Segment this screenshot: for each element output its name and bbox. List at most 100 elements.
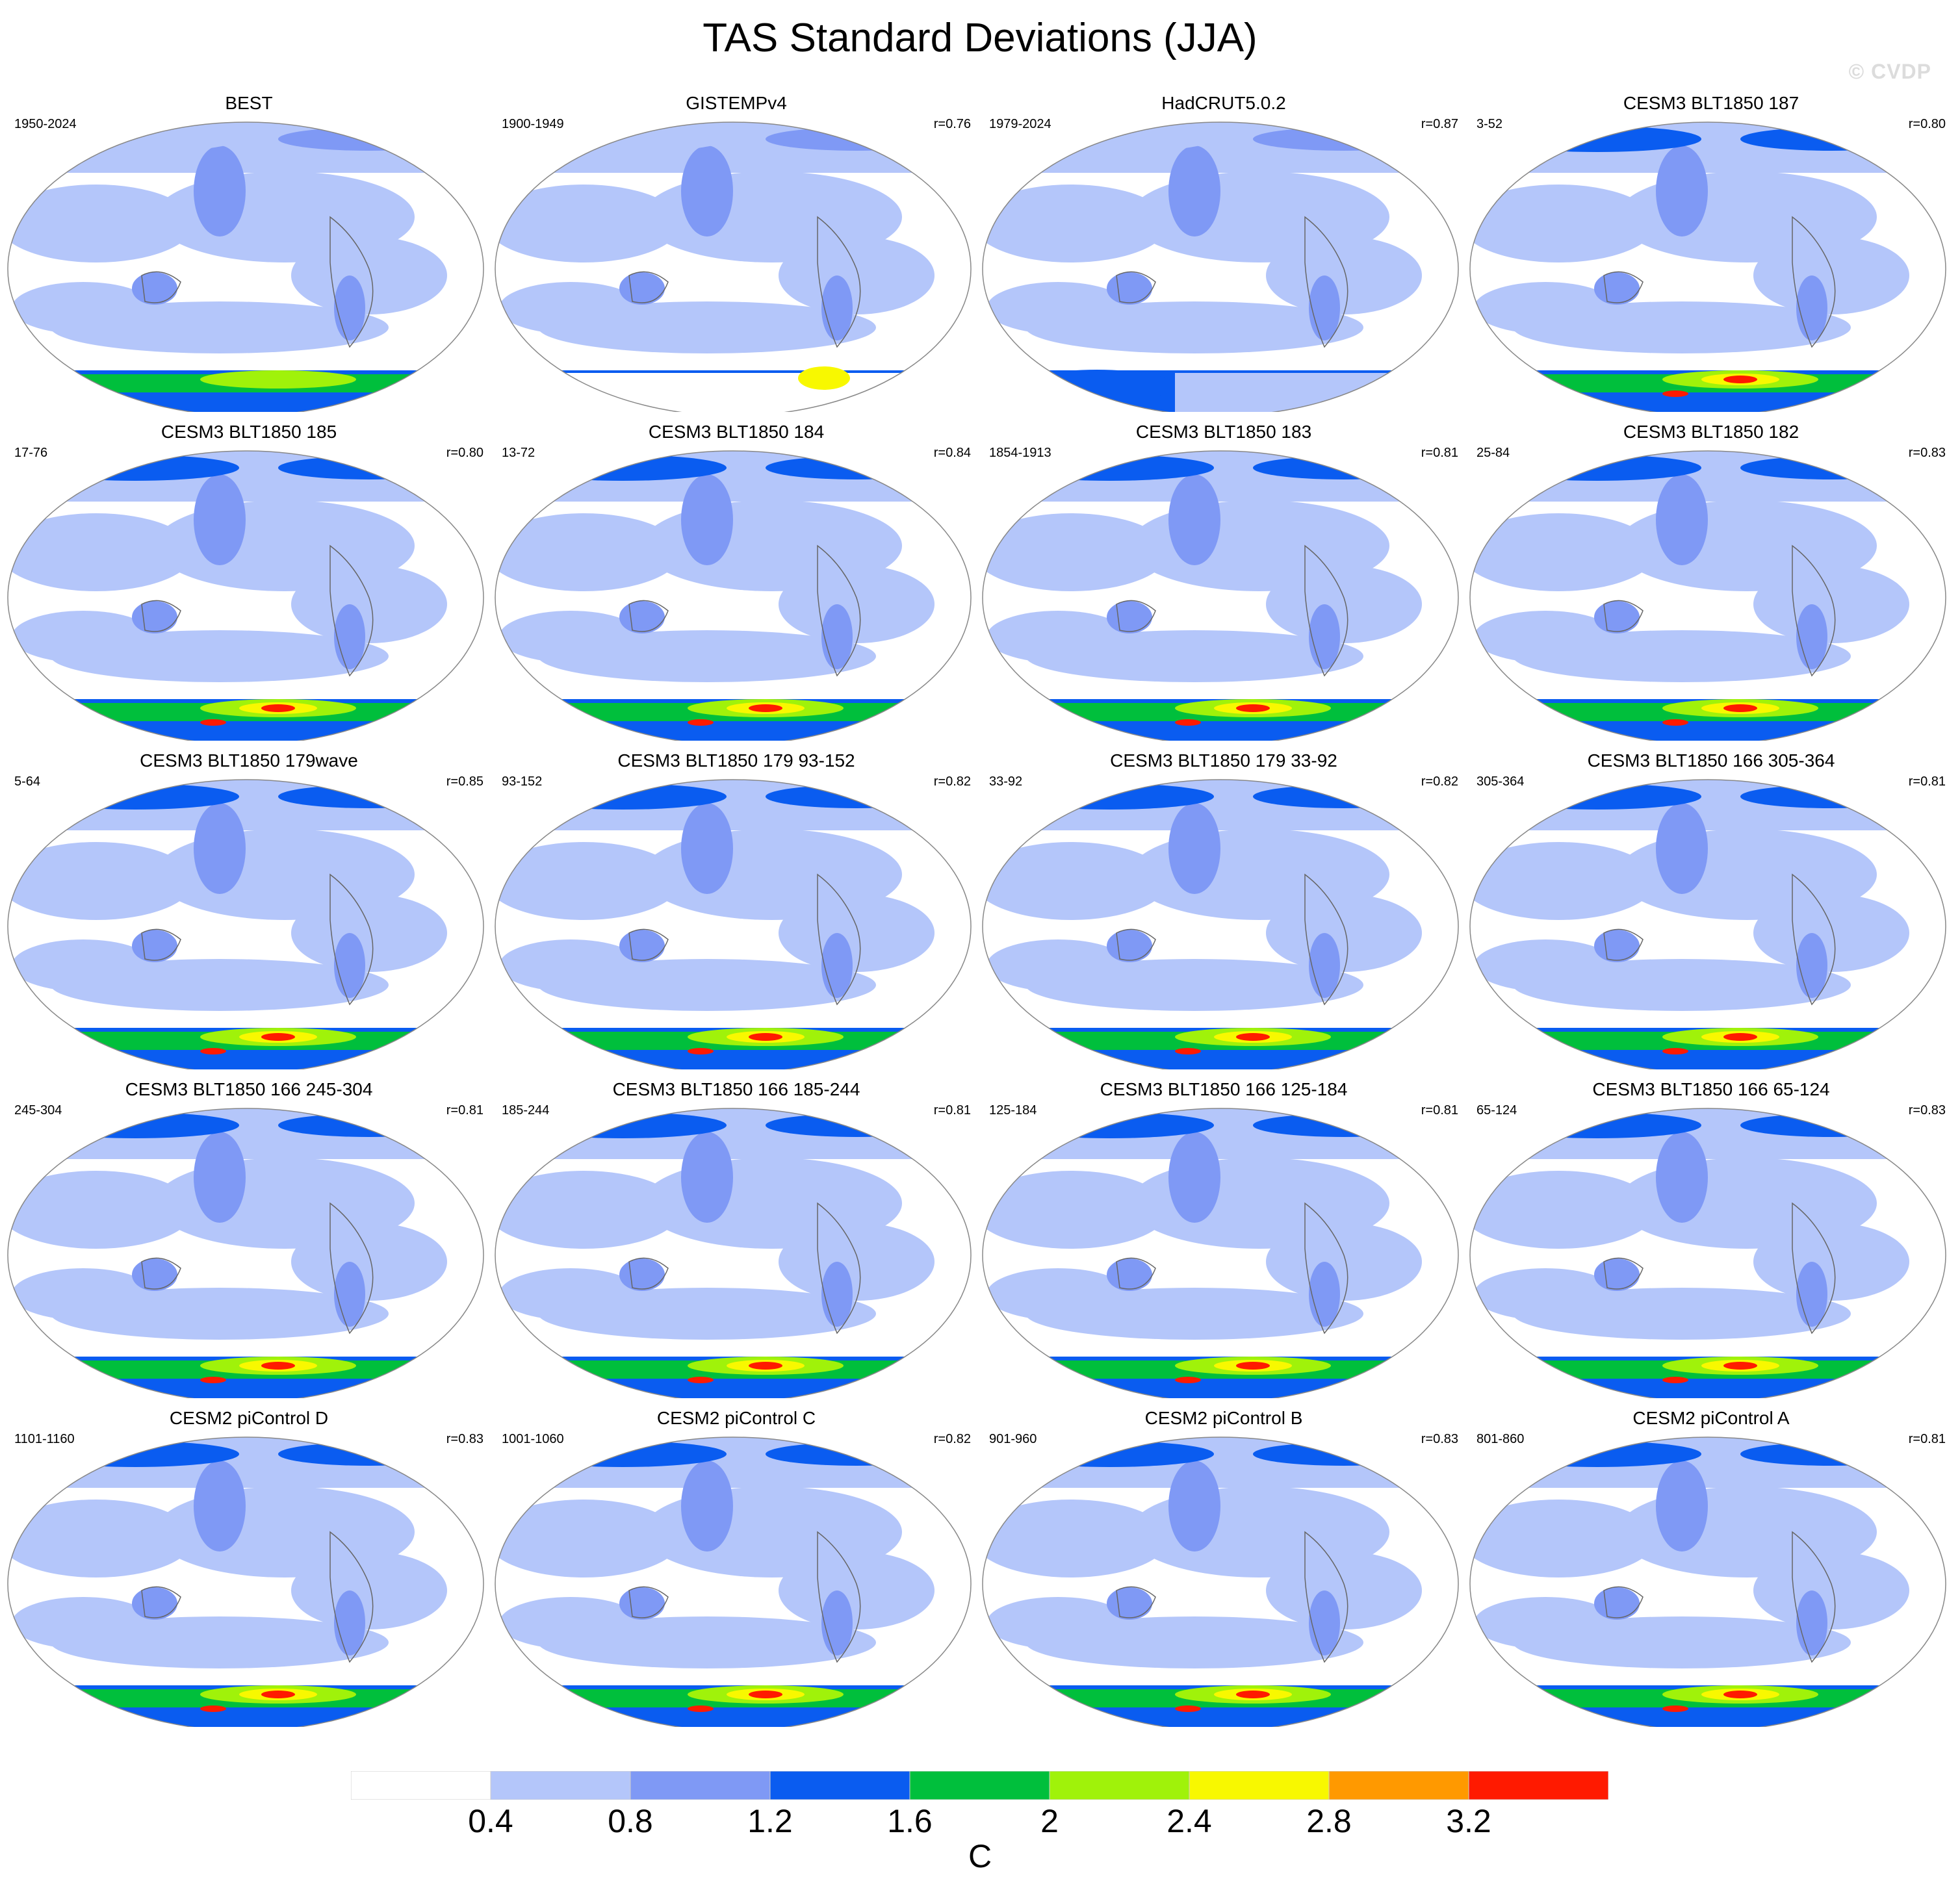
panel-years: 65-124 xyxy=(1476,1103,1517,1117)
world-map xyxy=(1469,450,1946,741)
panel-years: 93-152 xyxy=(502,774,543,789)
panel-years: 1001-1060 xyxy=(502,1432,564,1446)
panel-years: 1950-2024 xyxy=(14,117,77,131)
world-map xyxy=(7,1437,484,1727)
panel-correlation: r=0.81 xyxy=(1908,774,1946,789)
panel-correlation: r=0.76 xyxy=(933,117,971,131)
panel-correlation: r=0.81 xyxy=(1908,1432,1946,1446)
figure-title: TAS Standard Deviations (JJA) xyxy=(703,16,1257,60)
world-map xyxy=(982,121,1459,412)
panel-title: BEST xyxy=(225,93,273,113)
panel-years: 1900-1949 xyxy=(502,117,564,131)
world-map xyxy=(1469,121,1946,412)
world-map xyxy=(982,779,1459,1069)
map-panel: CESM3 BLT1850 166 125-184 125-184 r=0.81 xyxy=(980,986,1467,1398)
panel-correlation: r=0.85 xyxy=(446,774,484,789)
panel-title: HadCRUT5.0.2 xyxy=(1161,93,1286,113)
colorbar-tick-label: 0.8 xyxy=(608,1803,653,1839)
colorbar-swatch xyxy=(630,1771,771,1800)
map-panel: CESM3 BLT1850 166 65-124 65-124 r=0.83 xyxy=(1467,986,1955,1398)
panel-years: 125-184 xyxy=(989,1103,1037,1117)
world-map xyxy=(495,779,972,1069)
panel-years: 13-72 xyxy=(502,446,535,460)
panel-correlation: r=0.81 xyxy=(1421,1103,1458,1117)
panel-years: 3-52 xyxy=(1476,117,1503,131)
panel-correlation: r=0.83 xyxy=(1908,446,1946,460)
world-map xyxy=(495,450,972,741)
world-map xyxy=(495,1437,972,1727)
colorbar-swatch xyxy=(490,1771,631,1800)
panel-years: 901-960 xyxy=(989,1432,1037,1446)
map-panel: GISTEMPv4 1900-1949 r=0.76 xyxy=(493,0,980,412)
colorbar-tick-label: 0.4 xyxy=(468,1803,513,1839)
map-panel: CESM2 piControl D 1101-1160 r=0.83 xyxy=(5,1315,493,1727)
panel-title: CESM2 piControl A xyxy=(1632,1408,1790,1428)
map-panel: CESM3 BLT1850 182 25-84 r=0.83 xyxy=(1467,329,1955,741)
map-panel: CESM2 piControl A 801-860 r=0.81 xyxy=(1467,1315,1955,1727)
panel-years: 185-244 xyxy=(502,1103,550,1117)
world-map xyxy=(1469,779,1946,1069)
panel-title: CESM3 BLT1850 166 245-304 xyxy=(125,1079,373,1099)
panel-years: 1854-1913 xyxy=(989,446,1051,460)
panel-correlation: r=0.80 xyxy=(446,446,484,460)
panel-years: 17-76 xyxy=(14,446,48,460)
panel-correlation: r=0.81 xyxy=(933,1103,971,1117)
world-map xyxy=(7,779,484,1069)
world-map xyxy=(7,121,484,412)
panel-years: 245-304 xyxy=(14,1103,62,1117)
panel-title: CESM3 BLT1850 166 65-124 xyxy=(1592,1079,1830,1099)
panel-correlation: r=0.83 xyxy=(446,1432,484,1446)
map-panel: CESM3 BLT1850 166 305-364 305-364 r=0.81 xyxy=(1467,658,1955,1069)
world-map xyxy=(1469,1108,1946,1398)
panel-correlation: r=0.82 xyxy=(933,774,971,789)
world-map xyxy=(982,1437,1459,1727)
panel-correlation: r=0.87 xyxy=(1421,117,1458,131)
map-panel: CESM3 BLT1850 166 185-244 185-244 r=0.81 xyxy=(493,986,980,1398)
panel-years: 305-364 xyxy=(1476,774,1525,789)
colorbar-swatch xyxy=(1328,1771,1469,1800)
map-panel: BEST 1950-2024 xyxy=(5,0,493,412)
panel-correlation: r=0.84 xyxy=(933,446,971,460)
map-panel: CESM3 BLT1850 185 17-76 r=0.80 xyxy=(5,329,493,741)
panel-correlation: r=0.80 xyxy=(1908,117,1946,131)
map-panel: CESM3 BLT1850 187 3-52 r=0.80 xyxy=(1467,0,1955,412)
world-map xyxy=(495,1108,972,1398)
panel-years: 801-860 xyxy=(1476,1432,1525,1446)
colorbar-swatch xyxy=(769,1771,910,1800)
panel-title: CESM3 BLT1850 179wave xyxy=(140,750,358,771)
panel-title: CESM3 BLT1850 184 xyxy=(648,422,825,442)
map-panel: CESM3 BLT1850 179 93-152 93-152 r=0.82 xyxy=(493,658,980,1069)
panel-title: CESM3 BLT1850 185 xyxy=(161,422,337,442)
colorbar-tick-label: 1.6 xyxy=(887,1803,933,1839)
panel-correlation: r=0.82 xyxy=(1421,774,1458,789)
map-panel: CESM2 piControl B 901-960 r=0.83 xyxy=(980,1315,1467,1727)
panel-title: CESM3 BLT1850 182 xyxy=(1623,422,1799,442)
colorbar-tick-label: 1.2 xyxy=(747,1803,793,1839)
panel-years: 5-64 xyxy=(14,774,41,789)
panel-correlation: r=0.81 xyxy=(446,1103,484,1117)
world-map xyxy=(495,121,972,412)
map-panel: CESM3 BLT1850 179 33-92 33-92 r=0.82 xyxy=(980,658,1467,1069)
panel-years: 1101-1160 xyxy=(14,1432,75,1446)
map-panel: CESM3 BLT1850 179wave 5-64 r=0.85 xyxy=(5,658,493,1069)
panel-years: 33-92 xyxy=(989,774,1023,789)
panel-title: CESM2 piControl C xyxy=(656,1408,816,1428)
panel-correlation: r=0.83 xyxy=(1908,1103,1946,1117)
world-map xyxy=(7,450,484,741)
panel-title: CESM2 piControl B xyxy=(1144,1408,1303,1428)
panel-title: CESM3 BLT1850 183 xyxy=(1135,422,1312,442)
world-map xyxy=(982,1108,1459,1398)
map-panel: HadCRUT5.0.2 1979-2024 r=0.87 xyxy=(980,0,1467,412)
colorbar-tick-label: 2.4 xyxy=(1167,1803,1212,1839)
map-panel: CESM3 BLT1850 184 13-72 r=0.84 xyxy=(493,329,980,741)
map-panel: CESM3 BLT1850 166 245-304 245-304 r=0.81 xyxy=(5,986,493,1398)
panel-title: CESM3 BLT1850 166 305-364 xyxy=(1587,750,1835,771)
panel-title: CESM3 BLT1850 179 93-152 xyxy=(617,750,855,771)
colorbar-swatch xyxy=(1189,1771,1330,1800)
colorbar-swatch xyxy=(1468,1771,1608,1800)
world-map xyxy=(7,1108,484,1398)
panel-title: CESM2 piControl D xyxy=(169,1408,329,1428)
world-map xyxy=(982,450,1459,741)
colorbar-swatch xyxy=(1049,1771,1190,1800)
colorbar-tick-label: 2 xyxy=(1040,1803,1059,1839)
